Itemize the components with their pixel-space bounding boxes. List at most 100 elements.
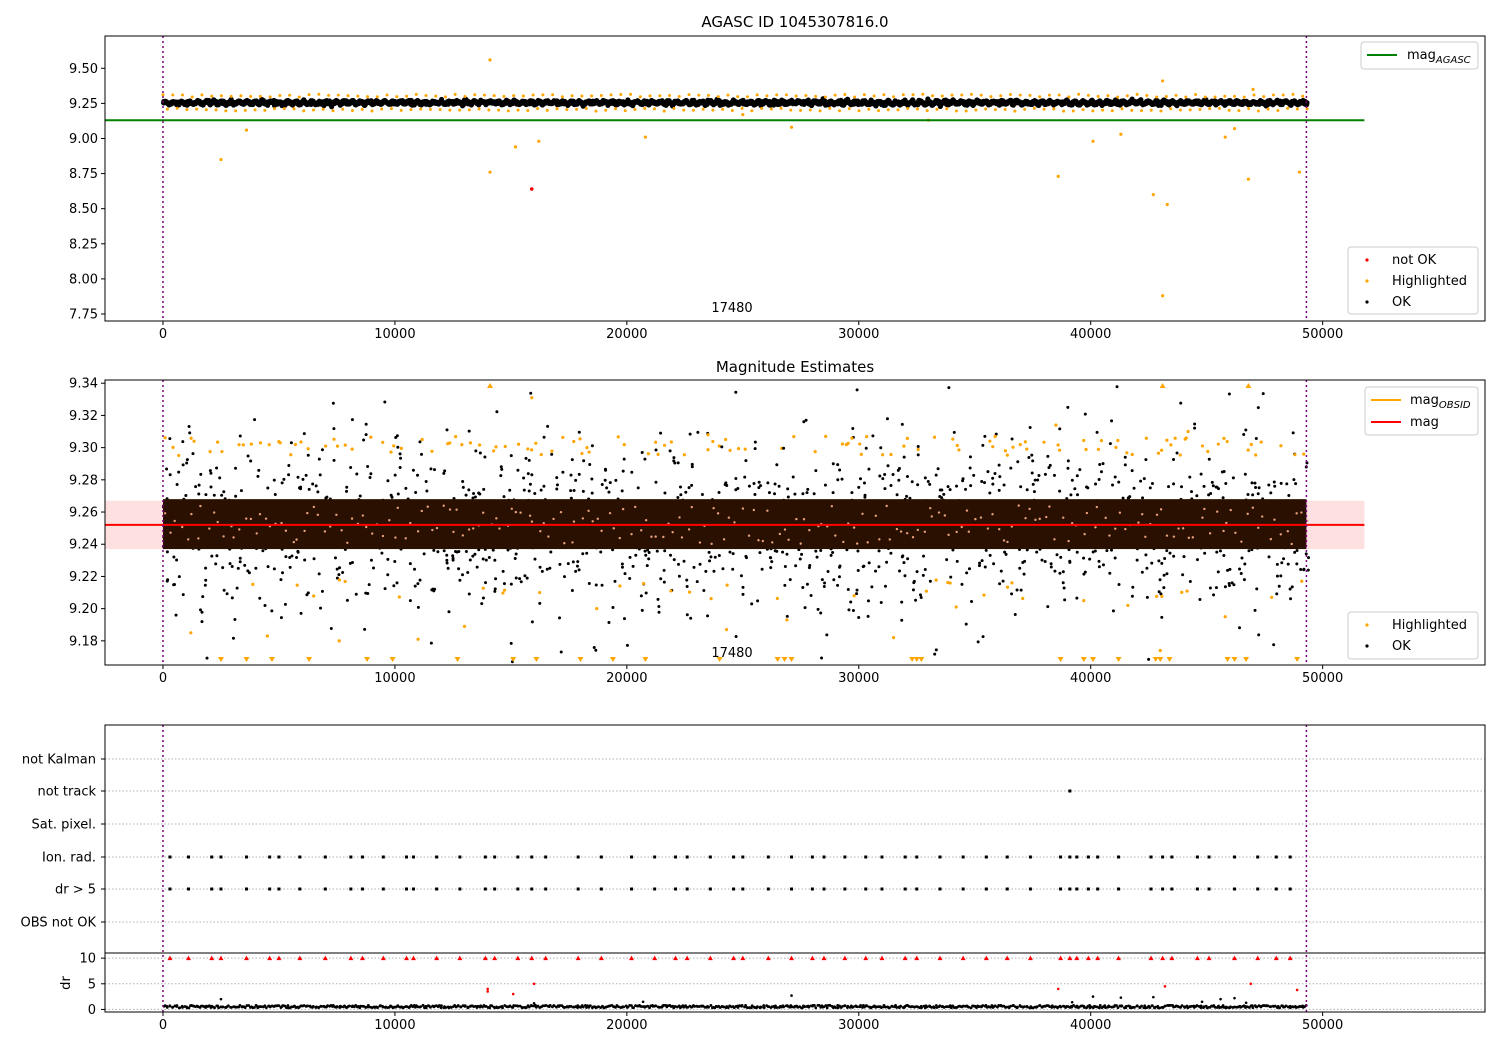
ok-point	[350, 561, 354, 565]
ok-point	[628, 577, 632, 581]
highlighted-point	[438, 108, 442, 112]
ok-point	[647, 550, 651, 554]
ok-point	[514, 552, 518, 556]
ok-point	[603, 478, 607, 482]
ok-point	[1063, 598, 1067, 602]
highlighted-point	[204, 108, 208, 112]
ok-point	[688, 432, 692, 436]
panel-agasc-plot-area: 0 10000 20000 30000 40000 500007.758.008.258.…	[69, 36, 1365, 342]
highlighted-point	[1233, 94, 1237, 98]
core-speckle	[295, 538, 298, 541]
ok-point	[980, 559, 984, 563]
highlighted-point	[506, 109, 510, 113]
ok-point	[522, 476, 526, 480]
core-speckle	[361, 514, 365, 517]
highlighted-point	[1155, 594, 1159, 599]
ok-point	[594, 583, 598, 587]
highlighted-point	[1161, 79, 1165, 83]
ok-point	[299, 487, 303, 491]
ok-point	[473, 552, 477, 556]
core-speckle	[581, 517, 585, 520]
ok-point	[398, 466, 402, 470]
ok-point	[411, 468, 415, 472]
highlighted-point	[458, 108, 462, 112]
ok-point	[928, 482, 932, 486]
ok-point	[354, 592, 358, 596]
ok-point	[883, 473, 887, 477]
ok-point	[173, 582, 177, 586]
highlighted-point	[278, 93, 282, 97]
ok-point	[481, 557, 485, 561]
ok-point	[1076, 493, 1080, 497]
ok-point	[458, 578, 462, 582]
ok-point	[991, 476, 995, 480]
ok-point	[916, 444, 920, 448]
highlighted-point	[886, 108, 890, 112]
ok-point	[1168, 551, 1172, 555]
highlighted-point	[414, 92, 418, 96]
highlighted-point	[902, 444, 906, 448]
ok-point	[1257, 633, 1261, 637]
core-speckle	[431, 528, 434, 532]
highlighted-point	[1091, 109, 1095, 113]
highlighted-point	[1208, 107, 1212, 111]
ok-point	[657, 610, 661, 614]
highlighted-point	[594, 109, 598, 113]
ok-point	[692, 565, 696, 569]
ok-point	[838, 564, 842, 568]
ok-point	[478, 492, 482, 496]
ok-point	[676, 496, 680, 500]
ok-point	[1286, 562, 1290, 566]
highlighted-point	[343, 579, 347, 584]
highlighted-point	[473, 93, 477, 97]
ok-point	[413, 584, 417, 588]
highlighted-point	[993, 434, 997, 439]
core-speckle	[442, 504, 445, 507]
ok-point	[1172, 554, 1176, 558]
highlighted-point	[623, 109, 627, 113]
highlighted-point	[215, 440, 220, 444]
ok-point	[243, 563, 247, 567]
ok-point	[1287, 494, 1291, 498]
ok-point	[970, 599, 974, 603]
ok-point	[734, 635, 738, 639]
ok-point	[898, 569, 902, 573]
ok-point	[1094, 482, 1098, 486]
ok-point	[280, 481, 284, 485]
highlighted-point	[799, 108, 803, 112]
ok-point	[369, 472, 373, 476]
highlighted-point	[468, 441, 473, 445]
highlighted-point	[537, 139, 541, 143]
highlighted-point	[488, 58, 492, 62]
ok-point	[577, 472, 581, 476]
ok-point	[509, 582, 513, 586]
ok-point	[1230, 581, 1234, 585]
ok-point	[862, 481, 866, 485]
core-speckle	[528, 514, 532, 517]
ok-point	[181, 440, 185, 444]
highlighted-point	[477, 443, 482, 447]
ok-point	[1193, 422, 1197, 426]
highlighted-point	[982, 593, 986, 597]
highlighted-point	[955, 443, 959, 448]
ok-point	[212, 493, 216, 497]
ok-point	[447, 610, 451, 614]
highlighted-point	[512, 94, 516, 98]
ok-point	[172, 555, 176, 559]
highlighted-point	[613, 107, 617, 111]
highlighted-point	[1217, 106, 1221, 110]
highlighted-point	[243, 108, 247, 112]
ok-point	[331, 401, 335, 405]
ok-point	[398, 452, 402, 456]
ok-point	[1288, 587, 1292, 591]
highlighted-point	[984, 107, 988, 111]
ok-point	[175, 558, 179, 562]
core-speckle	[472, 527, 475, 530]
ok-point	[364, 422, 368, 426]
ok-point	[1269, 491, 1273, 495]
highlighted-point	[1164, 94, 1168, 98]
highlighted-point	[1125, 94, 1129, 98]
panel-agasc-ytick-label: 9.25	[69, 97, 98, 112]
ok-point	[279, 616, 283, 620]
ok-point	[263, 603, 267, 607]
